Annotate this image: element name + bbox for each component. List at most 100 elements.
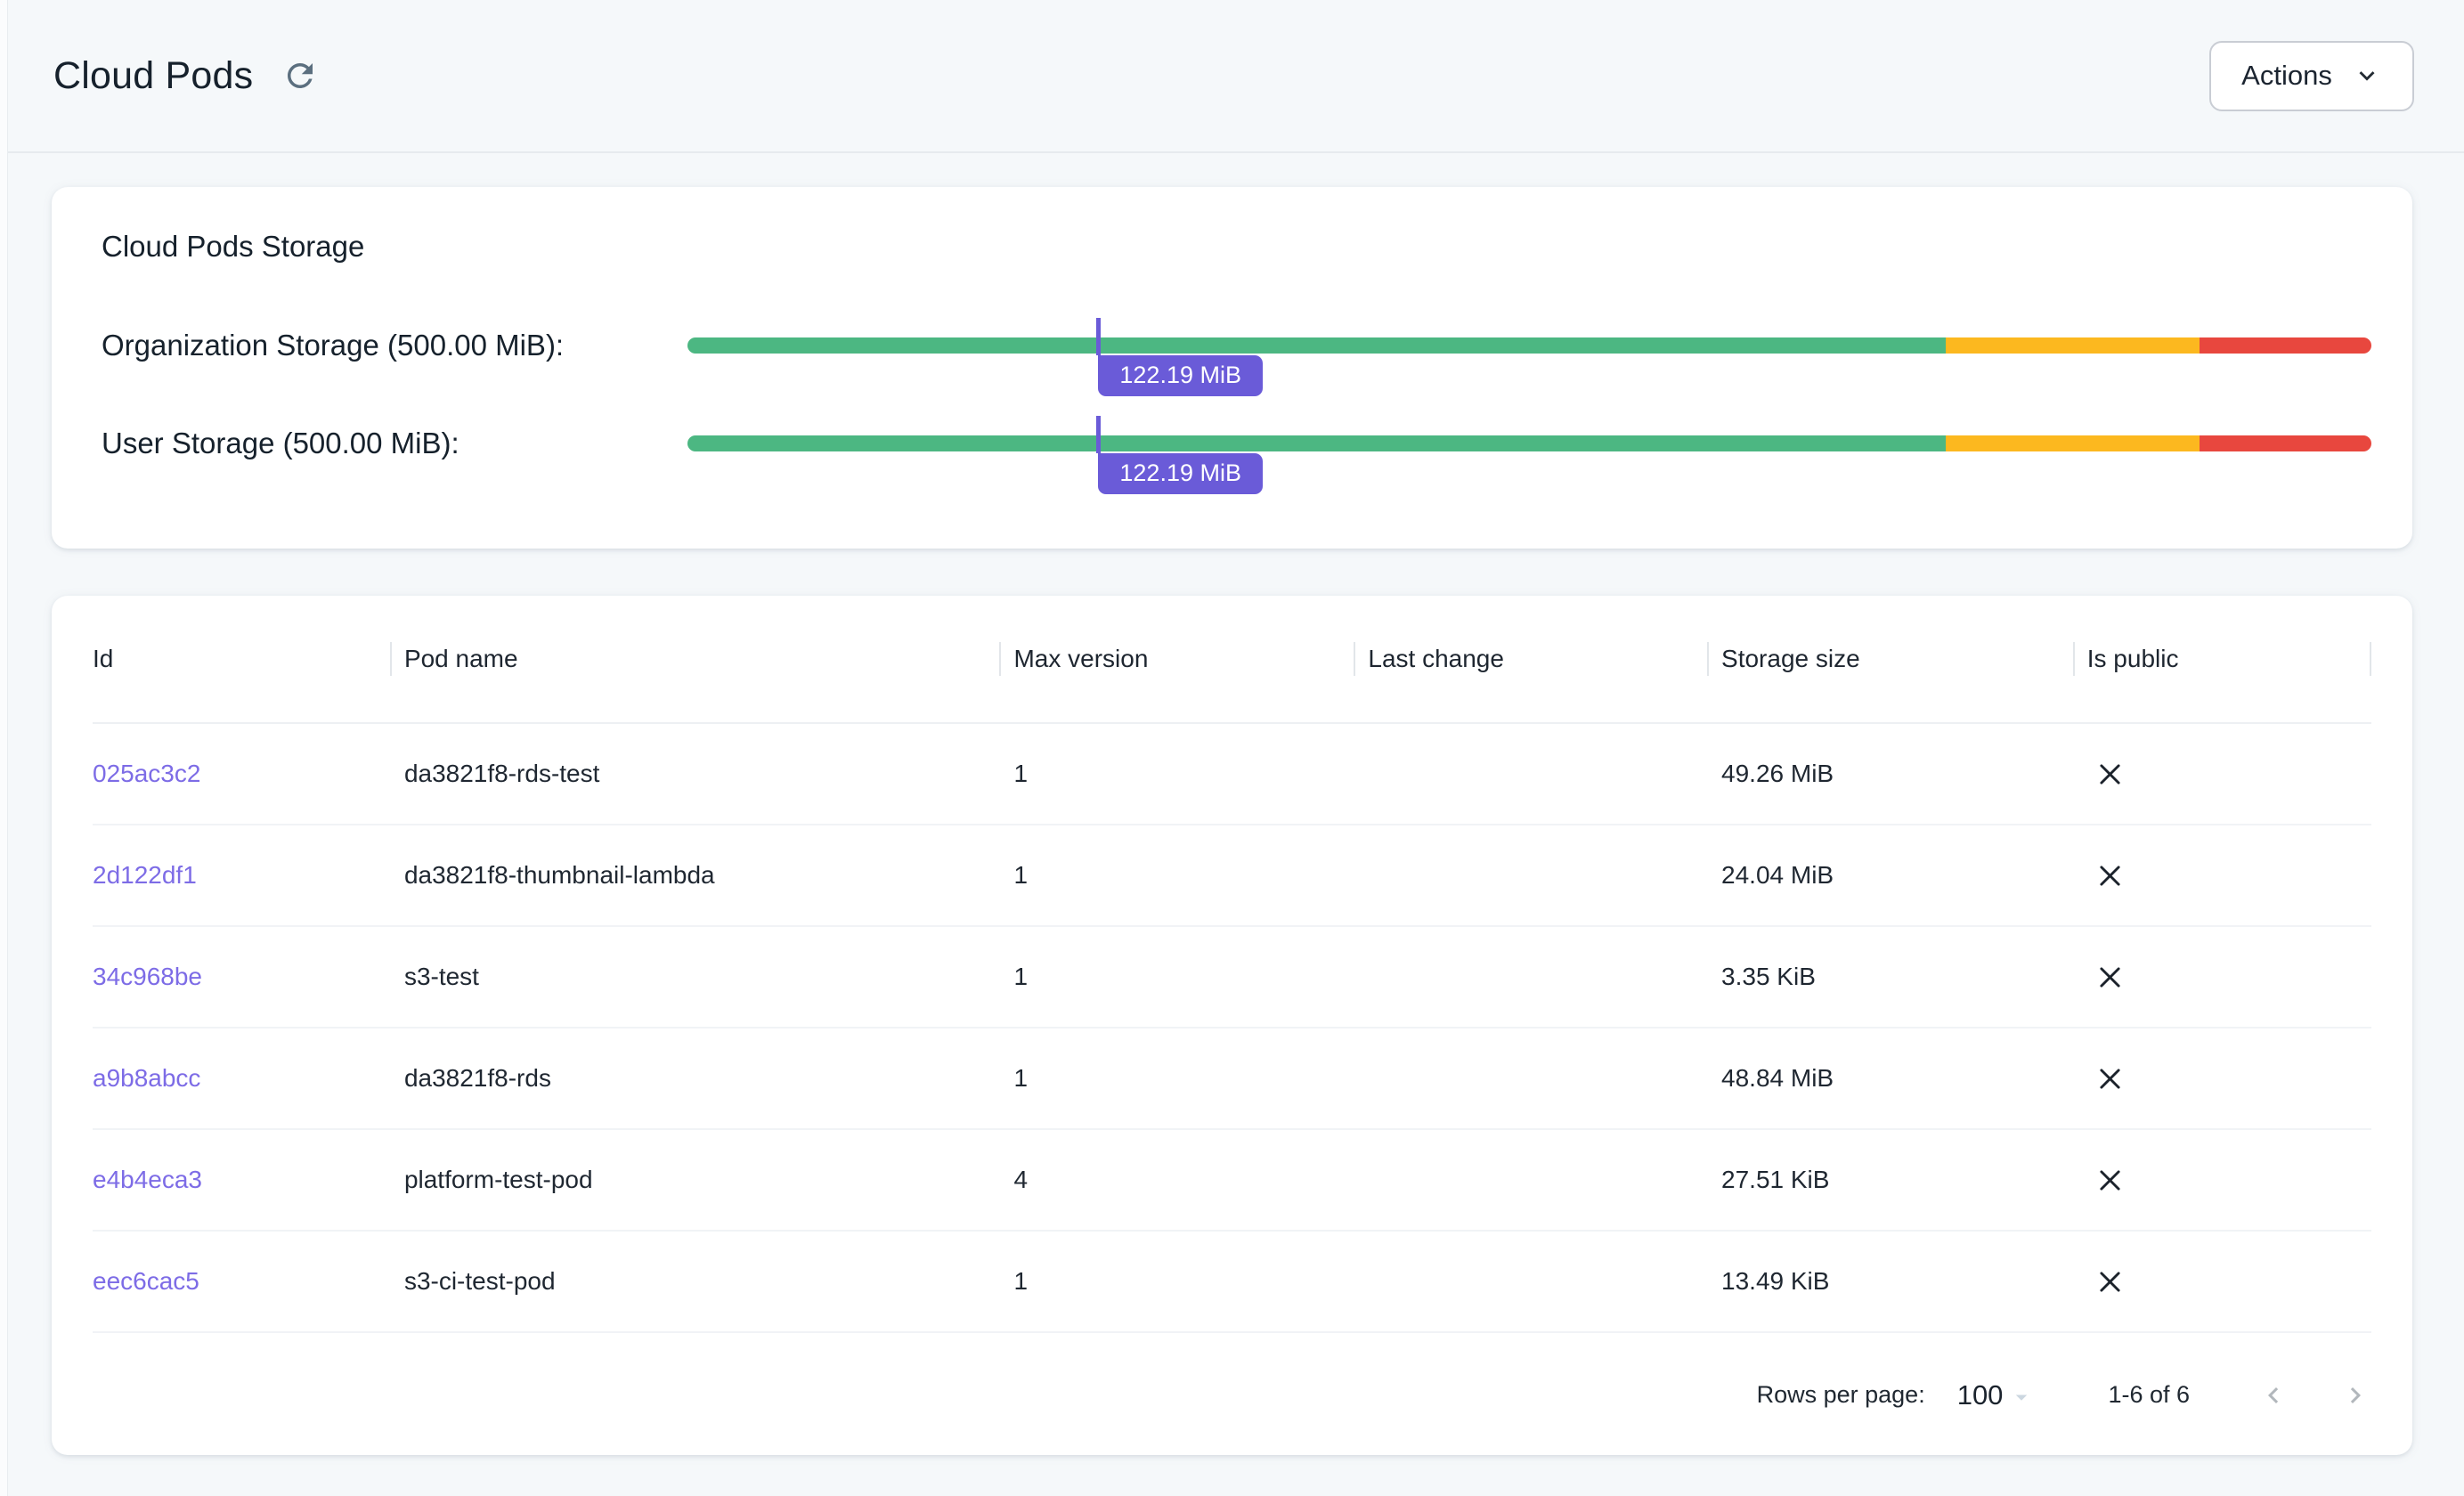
cell-last-change	[1354, 1232, 1707, 1331]
pagination-prev-button[interactable]	[2257, 1379, 2289, 1411]
cell-storage-size: 49.26 MiB	[1721, 760, 1834, 787]
pod-id-link[interactable]: 2d122df1	[93, 861, 197, 889]
not-public-x-icon	[2100, 763, 2120, 785]
cell-last-change	[1354, 825, 1707, 925]
cell-storage-size: 24.04 MiB	[1721, 861, 1834, 889]
column-separator	[389, 642, 392, 676]
cell-is-public	[2073, 1130, 2371, 1230]
column-separator	[1354, 642, 1356, 676]
cell-is-public	[2073, 1028, 2371, 1128]
column-header-label: Last change	[1368, 645, 1504, 672]
cell-pod-name: da3821f8-rds	[403, 1064, 551, 1092]
table-body: 025ac3c2 da3821f8-rds-test 1 49.26 MiB 2…	[93, 724, 2371, 1333]
storage-bar-zone-green	[687, 337, 1946, 354]
column-header-label: Pod name	[403, 645, 518, 672]
title-group: Cloud Pods	[53, 54, 321, 98]
rows-per-page-label: Rows per page:	[1756, 1381, 1925, 1408]
cell-last-change	[1354, 1028, 1707, 1128]
storage-usage-value: 122.19 MiB	[1119, 362, 1241, 388]
cell-max-version: 1	[1013, 1267, 1029, 1295]
not-public-x-icon	[2100, 1068, 2120, 1089]
storage-usage-badge: 122.19 MiB	[1098, 355, 1263, 396]
column-header-label: Id	[93, 645, 114, 672]
cell-id: a9b8abcc	[93, 1028, 390, 1128]
storage-row: Organization Storage (500.00 MiB): 122.1…	[102, 318, 2371, 396]
storage-card: Cloud Pods Storage Organization Storage …	[52, 187, 2412, 549]
not-public-x-icon	[2100, 865, 2120, 886]
storage-rows: Organization Storage (500.00 MiB): 122.1…	[102, 318, 2371, 494]
pod-id-link[interactable]: 025ac3c2	[93, 760, 201, 787]
page-header: Cloud Pods Actions	[0, 0, 2464, 153]
column-header-label: Max version	[1013, 645, 1149, 672]
cell-id: 2d122df1	[93, 825, 390, 925]
pod-id-link[interactable]: 34c968be	[93, 963, 203, 990]
storage-bar-wrap: 122.19 MiB	[687, 318, 2371, 396]
cell-storage-size: 13.49 KiB	[1721, 1267, 1830, 1295]
column-separator	[2072, 642, 2075, 676]
cell-is-public	[2073, 825, 2371, 925]
not-public-x-icon	[2100, 1169, 2120, 1191]
chevron-down-icon	[2359, 71, 2375, 81]
cell-pod-name: da3821f8-thumbnail-lambda	[403, 861, 715, 889]
column-header-last-change: Last change	[1354, 596, 1707, 722]
table-row: e4b4eca3 platform-test-pod 4 27.51 KiB	[93, 1130, 2371, 1232]
storage-quota-bar	[687, 435, 2371, 451]
chevron-left-icon	[2268, 1386, 2279, 1403]
cell-max-version: 1	[1013, 1064, 1029, 1092]
refresh-button[interactable]	[280, 55, 321, 96]
cell-pod-name: da3821f8-rds-test	[403, 760, 600, 787]
actions-button[interactable]: Actions	[2209, 40, 2414, 111]
storage-bar-wrap: 122.19 MiB	[687, 416, 2371, 494]
storage-row-label: User Storage (500.00 MiB):	[102, 427, 459, 459]
not-public-x-icon	[2100, 966, 2120, 988]
storage-usage-badge: 122.19 MiB	[1098, 453, 1263, 494]
cell-id: eec6cac5	[93, 1232, 390, 1331]
pod-id-link[interactable]: e4b4eca3	[93, 1166, 203, 1193]
cell-storage-size: 48.84 MiB	[1721, 1064, 1834, 1092]
cell-is-public	[2073, 1232, 2371, 1331]
cell-last-change	[1354, 724, 1707, 824]
column-separator	[1707, 642, 1710, 676]
table-pagination: Rows per page: 100 1-6 of 6	[93, 1335, 2371, 1455]
storage-usage-marker	[1096, 318, 1102, 355]
column-separator	[2369, 642, 2371, 676]
pod-id-link[interactable]: a9b8abcc	[93, 1064, 201, 1092]
column-header-label: Is public	[2086, 645, 2179, 672]
cell-is-public	[2073, 927, 2371, 1027]
storage-card-title: Cloud Pods Storage	[102, 230, 365, 263]
table-row: 025ac3c2 da3821f8-rds-test 1 49.26 MiB	[93, 724, 2371, 825]
rows-per-page-select[interactable]: 100	[1957, 1379, 2036, 1411]
column-header-id: Id	[93, 596, 390, 722]
pagination-next-button[interactable]	[2339, 1379, 2371, 1411]
refresh-icon	[288, 63, 313, 88]
cell-pod-name: s3-ci-test-pod	[403, 1267, 556, 1295]
not-public-x-icon	[2100, 1271, 2120, 1292]
storage-row: User Storage (500.00 MiB): 122.19 MiB	[102, 416, 2371, 494]
column-header-label: Storage size	[1721, 645, 1860, 672]
pod-id-link[interactable]: eec6cac5	[93, 1267, 199, 1295]
cell-id: e4b4eca3	[93, 1130, 390, 1230]
storage-usage-value: 122.19 MiB	[1119, 459, 1241, 486]
column-separator	[999, 642, 1002, 676]
table-header-row: Id Pod name Max version Last change Storage …	[93, 596, 2371, 724]
cell-id: 34c968be	[93, 927, 390, 1027]
storage-row-label: Organization Storage (500.00 MiB):	[102, 329, 565, 362]
storage-quota-bar	[687, 337, 2371, 354]
page-title: Cloud Pods	[53, 53, 254, 97]
table-row: eec6cac5 s3-ci-test-pod 1 13.49 KiB	[93, 1232, 2371, 1333]
table-row: a9b8abcc da3821f8-rds 1 48.84 MiB	[93, 1028, 2371, 1130]
cell-pod-name: s3-test	[403, 963, 479, 990]
table-row: 2d122df1 da3821f8-thumbnail-lambda 1 24.…	[93, 825, 2371, 927]
column-header-pod-name: Pod name	[389, 596, 1000, 722]
storage-bar-zone-red	[2200, 337, 2371, 354]
chevron-right-icon	[2350, 1386, 2361, 1403]
column-header-is-public: Is public	[2072, 596, 2371, 722]
cell-id: 025ac3c2	[93, 724, 390, 824]
cell-last-change	[1354, 1130, 1707, 1230]
cell-max-version: 1	[1013, 760, 1029, 787]
actions-button-label: Actions	[2241, 60, 2332, 91]
cell-last-change	[1354, 927, 1707, 1027]
storage-bar-zone-green	[687, 435, 1946, 451]
cell-max-version: 4	[1013, 1166, 1029, 1193]
cell-max-version: 1	[1013, 861, 1029, 889]
